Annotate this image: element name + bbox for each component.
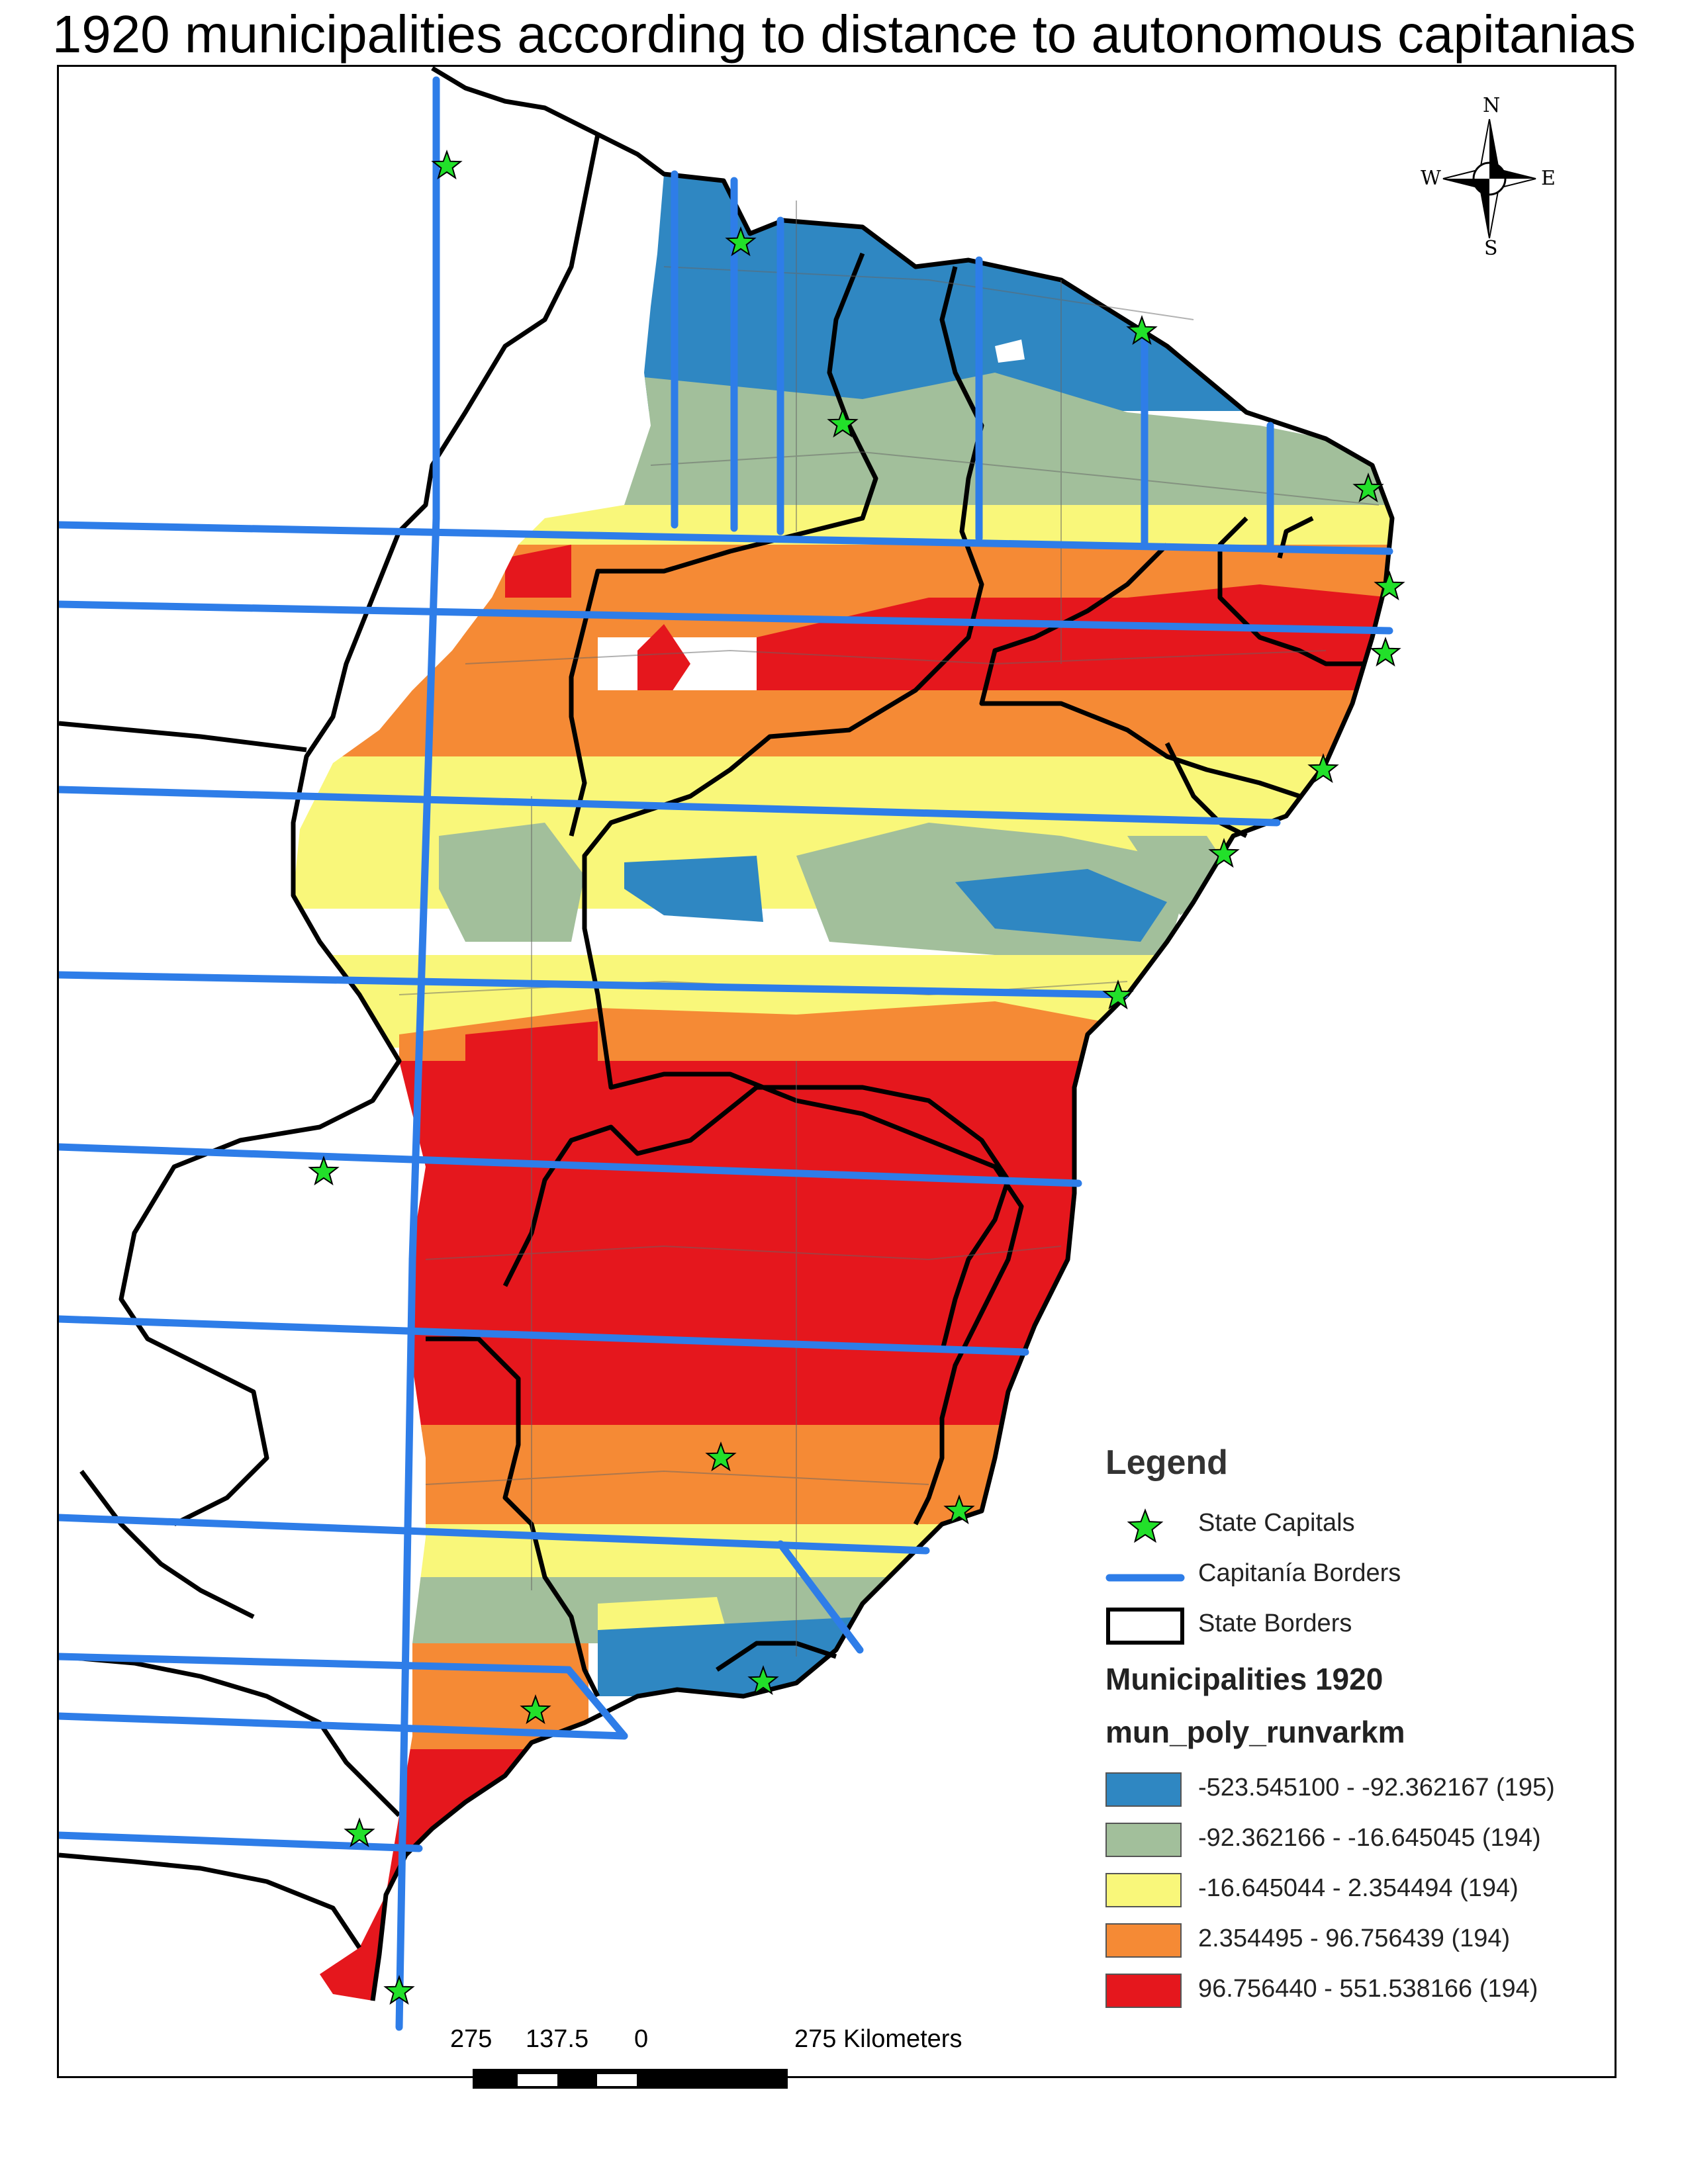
line-icon [1105,1574,1185,1582]
state-capital-star [1126,315,1158,345]
compass-east-label: E [1541,167,1556,190]
legend-label: State Borders [1198,1610,1352,1637]
legend-class-3: 2.354495 - 96.756439 (194) [1105,1918,1595,1964]
state-capital-star [383,1975,415,2005]
compass-west-label: W [1421,167,1441,190]
municipality-borders [399,201,1380,1657]
legend-class-label: -523.545100 - -92.362167 (195) [1198,1774,1555,1801]
capitania-borders [59,76,1393,2031]
legend-label: Capitanía Borders [1198,1559,1401,1587]
star-icon [1127,1508,1164,1543]
state-capital-star [827,408,859,438]
legend-item-state-capitals: State Capitals [1105,1502,1595,1549]
legend-layer-title: Municipalities 1920 [1105,1662,1383,1696]
state-capital-star [308,1156,340,1186]
legend-label: State Capitals [1198,1509,1355,1537]
state-capital-star [705,1441,737,1472]
state-capital-star [1208,838,1240,868]
state-capital-star [1307,753,1339,784]
map-canvas [59,67,1615,2076]
compass-south-label: S [1484,237,1498,260]
legend: Legend State Capitals Capitanía Borders … [1092,1443,1595,2038]
compass-rose: N S E W [1417,94,1562,260]
scale-label-137: 137.5 [526,2025,589,2053]
legend-class-4: 96.756440 - 551.538166 (194) [1105,1968,1595,2015]
state-capital-star [1352,473,1384,503]
state-capital-star [725,226,757,257]
scale-label-275: 275 [450,2025,492,2053]
legend-class-1: -92.362166 - -16.645045 (194) [1105,1817,1595,1864]
legend-swatch [1105,1974,1182,2008]
legend-swatch [1105,1923,1182,1958]
legend-field-name: mun_poly_runvarkm [1105,1715,1405,1749]
state-capital-star [1370,637,1401,667]
legend-swatch [1105,1823,1182,1857]
scale-bar: 275 137.5 0 275 Kilometers [450,2025,1006,2118]
state-capitals [308,150,1405,2005]
scale-label-km: 275 Kilometers [794,2025,962,2053]
legend-item-capitania-borders: Capitanía Borders [1105,1553,1595,1599]
state-borders [59,67,1395,2001]
scale-bar-graphic [473,2069,788,2089]
legend-class-label: 2.354495 - 96.756439 (194) [1198,1925,1511,1952]
map-title: 1920 municipalities according to distanc… [52,5,1636,64]
state-capital-star [520,1694,551,1725]
compass-icon [1442,118,1536,239]
compass-north-label: N [1483,94,1501,117]
state-capital-star [1374,570,1405,601]
legend-swatch [1105,1772,1182,1807]
state-capital-star [431,150,463,180]
state-capital-star [747,1665,779,1696]
scale-label-0: 0 [634,2025,649,2053]
state-capital-star [1102,979,1134,1010]
map-frame [57,65,1617,2078]
legend-title: Legend [1105,1443,1228,1482]
legend-swatch [1105,1873,1182,1907]
state-capital-star [344,1817,375,1848]
legend-class-2: -16.645044 - 2.354494 (194) [1105,1868,1595,1914]
legend-class-0: -523.545100 - -92.362167 (195) [1105,1767,1595,1813]
legend-class-label: 96.756440 - 551.538166 (194) [1198,1975,1538,2003]
box-icon [1106,1608,1184,1645]
legend-item-state-borders: State Borders [1105,1603,1595,1649]
legend-class-label: -92.362166 - -16.645045 (194) [1198,1824,1541,1852]
state-capital-star [943,1494,975,1525]
legend-class-label: -16.645044 - 2.354494 (194) [1198,1874,1519,1902]
